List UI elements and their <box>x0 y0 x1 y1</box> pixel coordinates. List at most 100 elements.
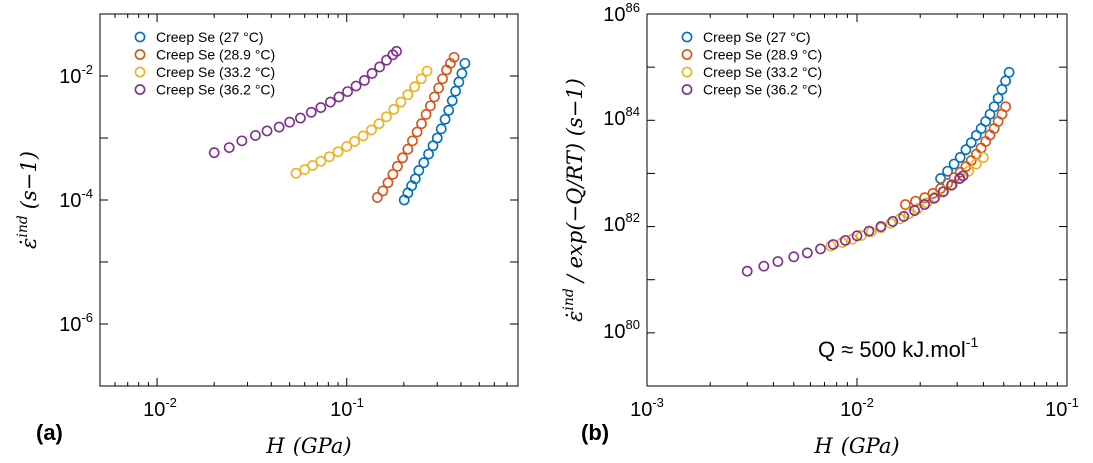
legend-label-b-2: Creep Se (33.2 °C) <box>703 64 822 80</box>
data-point-a-series-1 <box>429 91 440 103</box>
data-point-a-series-3 <box>261 125 273 137</box>
data-point-a-series-3 <box>273 121 285 133</box>
data-point-a-series-0 <box>456 68 468 79</box>
legend-label-a-3: Creep Se (36.2 °C) <box>156 82 275 98</box>
data-point-a-series-2 <box>315 155 327 167</box>
data-point-b-series-3 <box>839 234 851 246</box>
data-point-a-series-1 <box>402 143 414 155</box>
data-point-b-series-3 <box>741 265 753 277</box>
data-point-a-series-1 <box>371 192 383 203</box>
data-point-a-series-3 <box>333 91 345 103</box>
plot-area-b <box>646 13 1068 387</box>
legend-marker-b-0 <box>681 31 693 43</box>
data-point-a-series-1 <box>382 177 394 189</box>
data-point-a-series-2 <box>366 124 377 136</box>
legend-marker-b-2 <box>681 66 693 78</box>
legend-label-b-3: Creep Se (36.2 °C) <box>703 82 822 98</box>
data-point-a-series-0 <box>439 113 451 125</box>
data-point-a-series-3 <box>359 74 370 86</box>
data-point-a-series-3 <box>381 54 392 66</box>
data-point-b-series-2 <box>929 191 941 203</box>
data-point-b-series-3 <box>815 243 826 255</box>
legend-marker-a-0 <box>134 31 146 43</box>
data-point-a-series-3 <box>250 130 261 141</box>
data-point-a-series-2 <box>307 160 318 171</box>
data-point-a-series-0 <box>459 57 471 69</box>
data-point-b-series-2 <box>825 240 837 252</box>
panel-label-b: (b) <box>581 420 609 445</box>
data-point-b-series-0 <box>965 137 977 149</box>
legend-label-b-0: Creep Se (27 °C) <box>703 29 811 45</box>
panel-b: 10-3 10-2 10-1 1080 1082 1084 1086 H (GPa… <box>561 0 1079 458</box>
data-point-a-series-0 <box>418 157 430 169</box>
data-point-b-series-2 <box>978 152 989 163</box>
data-point-a-series-0 <box>431 132 443 144</box>
data-point-b-series-3 <box>788 251 800 263</box>
x-tick-label-b-0: 10-3 <box>630 395 664 421</box>
data-point-a-series-1 <box>437 73 448 85</box>
data-point-a-series-2 <box>395 96 407 108</box>
data-point-a-series-1 <box>420 109 432 120</box>
data-point-a-series-1 <box>397 152 408 164</box>
data-point-b-series-1 <box>899 199 911 210</box>
data-point-b-series-2 <box>970 158 982 170</box>
data-point-a-series-3 <box>315 102 327 113</box>
y-axis-label-b: ε̇ind/ exp(−Q/RT) (s−1) <box>561 78 587 322</box>
data-point-b-series-2 <box>885 217 897 229</box>
data-point-b-series-2 <box>903 208 915 220</box>
data-point-a-series-0 <box>450 85 461 97</box>
data-point-a-series-3 <box>324 96 336 108</box>
data-marks-a <box>208 45 471 206</box>
y-axis-label-a: ε̇ind(s−1) <box>15 151 41 249</box>
y-tick-label-a-1: 10-4 <box>59 186 93 212</box>
data-point-b-series-3 <box>937 186 949 198</box>
data-point-a-series-2 <box>341 141 353 152</box>
data-point-b-series-3 <box>772 256 784 267</box>
data-point-a-series-0 <box>435 123 447 135</box>
data-point-a-series-1 <box>407 135 418 147</box>
y-tick-label-b-1: 1082 <box>603 210 640 236</box>
x-tick-label-b-1: 10-2 <box>840 395 874 421</box>
data-point-a-series-1 <box>424 100 436 112</box>
data-point-a-series-0 <box>443 104 455 116</box>
data-point-a-series-2 <box>357 130 369 142</box>
legend-marker-a-1 <box>134 49 146 60</box>
data-point-b-series-2 <box>938 185 950 197</box>
data-point-a-series-3 <box>295 112 306 124</box>
legend-label-a-0: Creep Se (27 °C) <box>156 29 264 45</box>
data-point-a-series-3 <box>366 68 378 79</box>
y-tick-label-a-2: 10-2 <box>59 62 93 88</box>
y-tick-label-b-2: 1084 <box>603 104 640 130</box>
x-axis-label-b: H (GPa) <box>813 434 899 458</box>
data-point-a-series-2 <box>373 118 385 130</box>
data-point-b-series-0 <box>1003 66 1015 78</box>
data-point-a-series-2 <box>332 146 344 158</box>
y-tick-label-a-0: 10-6 <box>59 310 93 336</box>
x-tick-label-a-0: 10-2 <box>143 395 177 421</box>
data-point-b-series-0 <box>960 144 972 156</box>
data-point-b-series-3 <box>957 170 969 182</box>
data-point-a-series-0 <box>413 165 425 176</box>
data-point-a-series-3 <box>305 106 317 118</box>
data-point-a-series-2 <box>349 136 360 147</box>
data-point-a-series-1 <box>387 168 399 180</box>
axis-ticks-b <box>646 13 1068 387</box>
data-point-a-series-1 <box>416 118 427 130</box>
data-point-a-series-3 <box>350 80 362 92</box>
data-point-a-series-2 <box>388 103 400 115</box>
data-point-a-series-3 <box>284 116 296 128</box>
axis-ticks-a <box>99 13 519 387</box>
plot-area-a <box>99 13 519 387</box>
data-point-b-series-0 <box>988 101 1000 113</box>
y-tick-label-b-3: 1086 <box>603 0 640 26</box>
data-point-b-series-3 <box>954 173 965 184</box>
x-tick-label-a-1: 10-1 <box>330 395 364 421</box>
data-point-a-series-3 <box>387 49 399 61</box>
data-point-a-series-1 <box>448 51 460 63</box>
data-point-a-series-3 <box>236 135 248 147</box>
legend-marker-b-3 <box>681 84 693 95</box>
data-point-a-series-3 <box>374 61 385 73</box>
data-point-a-series-2 <box>290 167 302 179</box>
data-point-b-series-0 <box>948 158 960 170</box>
